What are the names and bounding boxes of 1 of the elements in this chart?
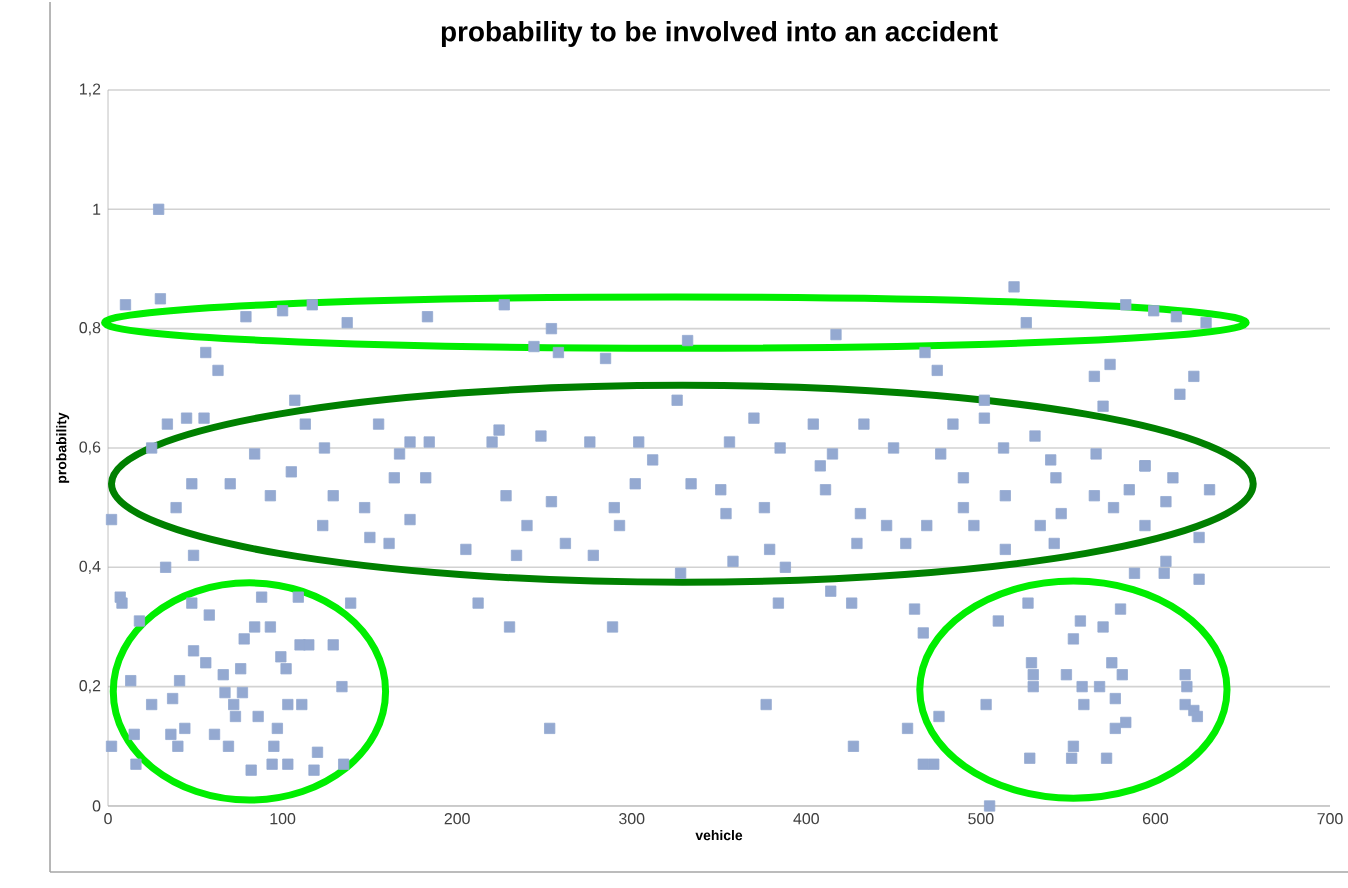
chart-title: probability to be involved into an accident [441, 20, 998, 47]
